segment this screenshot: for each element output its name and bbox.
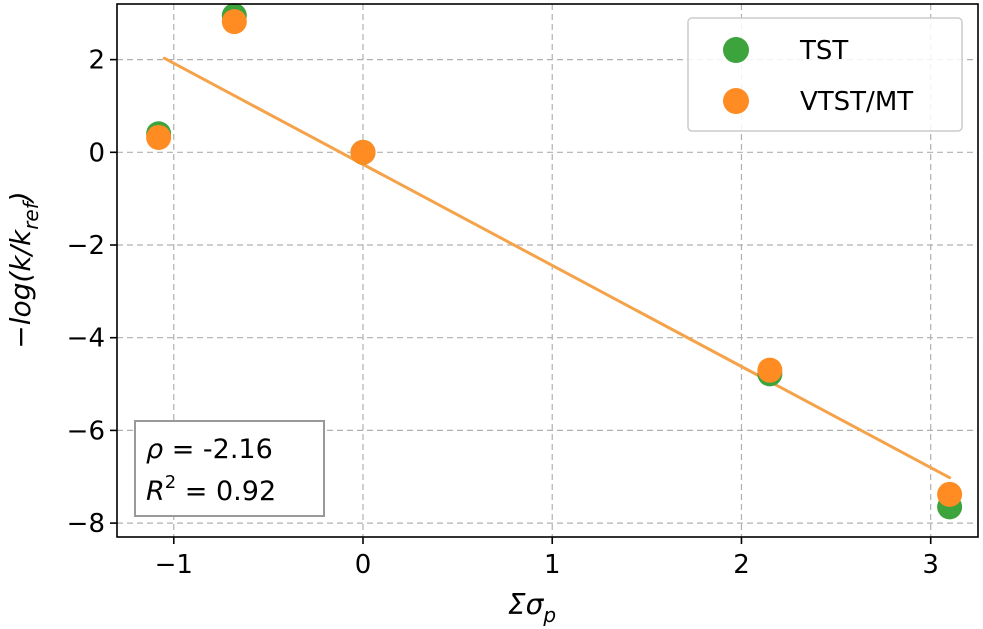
y-tick-label: −4 [67, 324, 105, 354]
y-axis: 2 0 −2 −4 −6 −8 [67, 46, 117, 539]
vtst-mt-point [937, 481, 963, 507]
annotation-box [134, 420, 325, 517]
y-axis-label-main: −log(k/k [4, 228, 37, 349]
r2-value: = 0.92 [176, 476, 276, 507]
annotation-rho: ρ = -2.16 [146, 434, 273, 465]
x-axis-label-sub: p [542, 603, 556, 627]
plot-frame [116, 3, 979, 538]
legend-marker-tst [723, 37, 749, 63]
legend-label-tst: TST [799, 36, 848, 66]
y-tick-label: −2 [67, 231, 105, 261]
legend-box [687, 17, 963, 132]
y-tick-label: −6 [67, 416, 105, 446]
r2-symbol: R [146, 476, 165, 507]
fit-line-group [162, 56, 952, 480]
vtst-mt-point [757, 357, 783, 383]
y-axis-label: −log(k/kref) [4, 191, 43, 348]
x-axis: −1 0 1 2 3 [155, 537, 939, 580]
points-group [146, 3, 963, 520]
x-axis-label: Σσp [508, 588, 556, 627]
legend-label-vtst-mt: VTST/MT [800, 87, 913, 117]
rho-value: = -2.16 [163, 434, 273, 465]
x-tick-label: 3 [922, 550, 939, 580]
vtst-mt-point [221, 9, 247, 35]
x-tick-label: 2 [733, 550, 750, 580]
vtst-mt-point [350, 139, 376, 165]
y-tick-label: 0 [88, 138, 105, 168]
y-axis-label-sub: ref [19, 199, 43, 230]
x-tick-label: 0 [355, 550, 372, 580]
y-tick-label: −8 [67, 509, 105, 539]
x-tick-label: −1 [155, 550, 193, 580]
legend-marker-vtst-mt [723, 88, 749, 114]
annotation-r2: R2 = 0.92 [146, 472, 276, 507]
rho-symbol: ρ [146, 434, 163, 465]
r2-superscript: 2 [165, 472, 176, 493]
x-axis-label-main: Σσ [508, 588, 545, 621]
legend: TST VTST/MT [687, 17, 963, 132]
fit-line [162, 56, 952, 480]
vtst-mt-point [146, 124, 172, 150]
x-tick-label: 1 [544, 550, 561, 580]
y-tick-label: 2 [88, 46, 105, 76]
fit-stats-annotation: ρ = -2.16 R2 = 0.92 [134, 420, 325, 517]
y-axis-label-close: ) [4, 191, 37, 204]
